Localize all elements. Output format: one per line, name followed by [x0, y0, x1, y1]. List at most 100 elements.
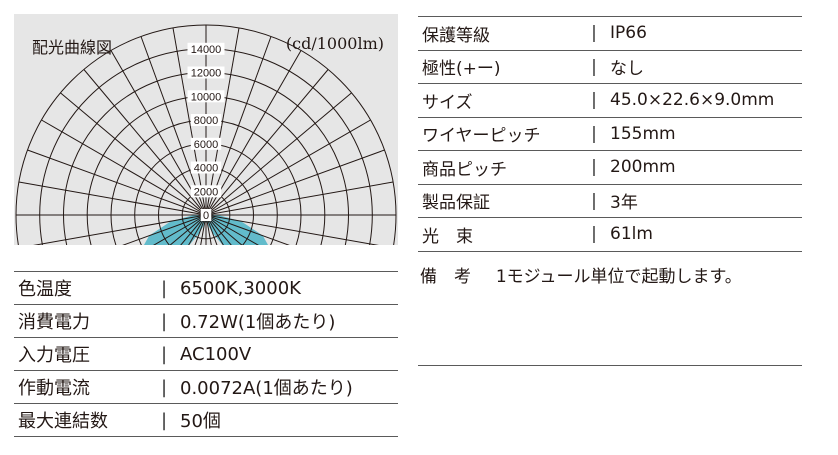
spec-value: なし [606, 50, 802, 84]
spec-value: 45.0×22.6×9.0mm [606, 83, 802, 118]
spec-value: 0.0072A(1個あたり) [176, 370, 398, 404]
tick-label-bg [190, 114, 222, 126]
spec-table-right: 保護等級 | IP66 極性(+ー) | なし サイズ | 45.0×22.6×… [418, 16, 802, 252]
spec-row-warranty: 製品保証 | 3年 [418, 184, 802, 218]
distribution-curve [143, 215, 269, 245]
spec-separator: | [582, 50, 606, 84]
spec-value: AC100V [176, 337, 398, 371]
spec-separator: | [152, 370, 176, 404]
spec-separator: | [152, 403, 176, 437]
spec-row-operating-current: 作動電流 | 0.0072A(1個あたり) [14, 370, 398, 404]
radial-tick-label: 4000 [194, 163, 218, 175]
grid-spoke [33, 214, 207, 245]
spec-label: 極性(+ー) [418, 50, 582, 84]
spec-label: 色温度 [14, 271, 152, 305]
spec-separator: | [582, 217, 606, 252]
grid-spoke [18, 181, 207, 216]
radial-tick-label: 6000 [194, 139, 218, 151]
spec-separator: | [582, 16, 606, 51]
spec-row-protection-rating: 保護等級 | IP66 [418, 16, 802, 51]
spec-label: 入力電圧 [14, 337, 152, 371]
chart-unit: (cd/1000lm) [285, 34, 384, 53]
spec-row-luminous-flux: 光 束 | 61lm [418, 217, 802, 252]
light-distribution-chart: 0 2000 4000 6000 8000 10000 12000 14000 配光曲線図 (… [14, 14, 398, 245]
grid-spoke [60, 92, 207, 216]
spec-label: 消費電力 [14, 304, 152, 338]
spec-label: ワイヤーピッチ [418, 117, 582, 151]
spec-separator: | [152, 271, 176, 305]
spec-label: サイズ [418, 83, 582, 118]
spec-value: 61lm [606, 217, 802, 252]
spec-row-power-consumption: 消費電力 | 0.72W(1個あたり) [14, 304, 398, 338]
grid-spoke [205, 214, 232, 245]
spec-row-product-pitch: 商品ピッチ | 200mm [418, 150, 802, 185]
remarks: 備 考 1モジュール単位で起動します。 [420, 262, 742, 287]
spec-row-size: サイズ | 45.0×22.6×9.0mm [418, 83, 802, 118]
tick-label-bg [187, 90, 225, 103]
grid-spoke [110, 50, 207, 216]
radial-tick-label: 14000 [191, 44, 222, 56]
spec-value: 3年 [606, 184, 802, 218]
tick-label-bg [190, 185, 222, 198]
grid-spoke [27, 149, 207, 216]
radial-tick-label: 0 [203, 210, 209, 222]
grid-spoke [205, 214, 379, 245]
tick-label-bg [187, 42, 225, 55]
grid-spoke [205, 149, 385, 216]
grid-spoke [205, 214, 290, 245]
chart-title: 配光曲線図 [32, 38, 113, 57]
spec-value: 155mm [606, 117, 802, 151]
grid-spoke [205, 50, 302, 216]
grid-spoke [83, 69, 207, 216]
tick-label-bg [190, 137, 222, 150]
spec-value: 6500K,3000K [176, 271, 398, 305]
spec-value: 200mm [606, 150, 802, 185]
spec-separator: | [582, 150, 606, 185]
spec-label: 商品ピッチ [418, 150, 582, 185]
grid-spoke [205, 214, 224, 245]
spec-separator: | [582, 184, 606, 218]
radial-tick-label: 10000 [191, 91, 222, 103]
grid-spoke [188, 214, 207, 245]
radial-tick-label: 2000 [194, 186, 218, 198]
spec-label: 保護等級 [418, 16, 582, 51]
grid-spoke [205, 214, 259, 245]
tick-label-bg [200, 209, 212, 221]
spec-row-polarity: 極性(+ー) | なし [418, 50, 802, 84]
spec-row-wire-pitch: ワイヤーピッチ | 155mm [418, 117, 802, 151]
spec-table-left: 色温度 | 6500K,3000K 消費電力 | 0.72W(1個あたり) 入力… [14, 271, 398, 437]
spec-row-color-temperature: 色温度 | 6500K,3000K [14, 271, 398, 305]
grid-spoke [205, 119, 371, 216]
grid-spoke [205, 92, 352, 216]
spec-separator: | [152, 304, 176, 338]
spec-row-max-connections: 最大連結数 | 50個 [14, 403, 398, 437]
grid-spoke [169, 214, 207, 245]
grid-spoke [41, 119, 207, 216]
radial-tick-label: 12000 [191, 68, 222, 80]
grid-spoke [153, 214, 207, 245]
grid-spoke [205, 214, 243, 245]
spec-value: 50個 [176, 403, 398, 437]
spec-value: 0.72W(1個あたり) [176, 304, 398, 338]
tick-label-bg [190, 161, 222, 174]
remarks-text: 1モジュール単位で起動します。 [495, 267, 742, 287]
grid-spoke [172, 27, 207, 216]
tick-label-bg [187, 66, 225, 79]
grid-spoke [205, 214, 218, 245]
grid-spoke [205, 181, 394, 216]
grid-spoke [205, 69, 329, 216]
grid-spoke [194, 214, 207, 245]
grid-spoke [180, 214, 207, 245]
spec-label: 光 束 [418, 217, 582, 252]
spec-separator: | [582, 117, 606, 151]
spec-row-input-voltage: 入力電圧 | AC100V [14, 337, 398, 371]
spec-label: 製品保証 [418, 184, 582, 218]
grid-spoke [140, 36, 207, 216]
grid-spoke [205, 36, 272, 216]
spec-separator: | [152, 337, 176, 371]
grid-spoke [122, 214, 207, 245]
radial-tick-label: 8000 [194, 115, 218, 127]
grid-spoke [205, 27, 240, 216]
spec-label: 最大連結数 [14, 403, 152, 437]
polar-chart-svg: 0 2000 4000 6000 8000 10000 12000 14000 [15, 24, 397, 245]
